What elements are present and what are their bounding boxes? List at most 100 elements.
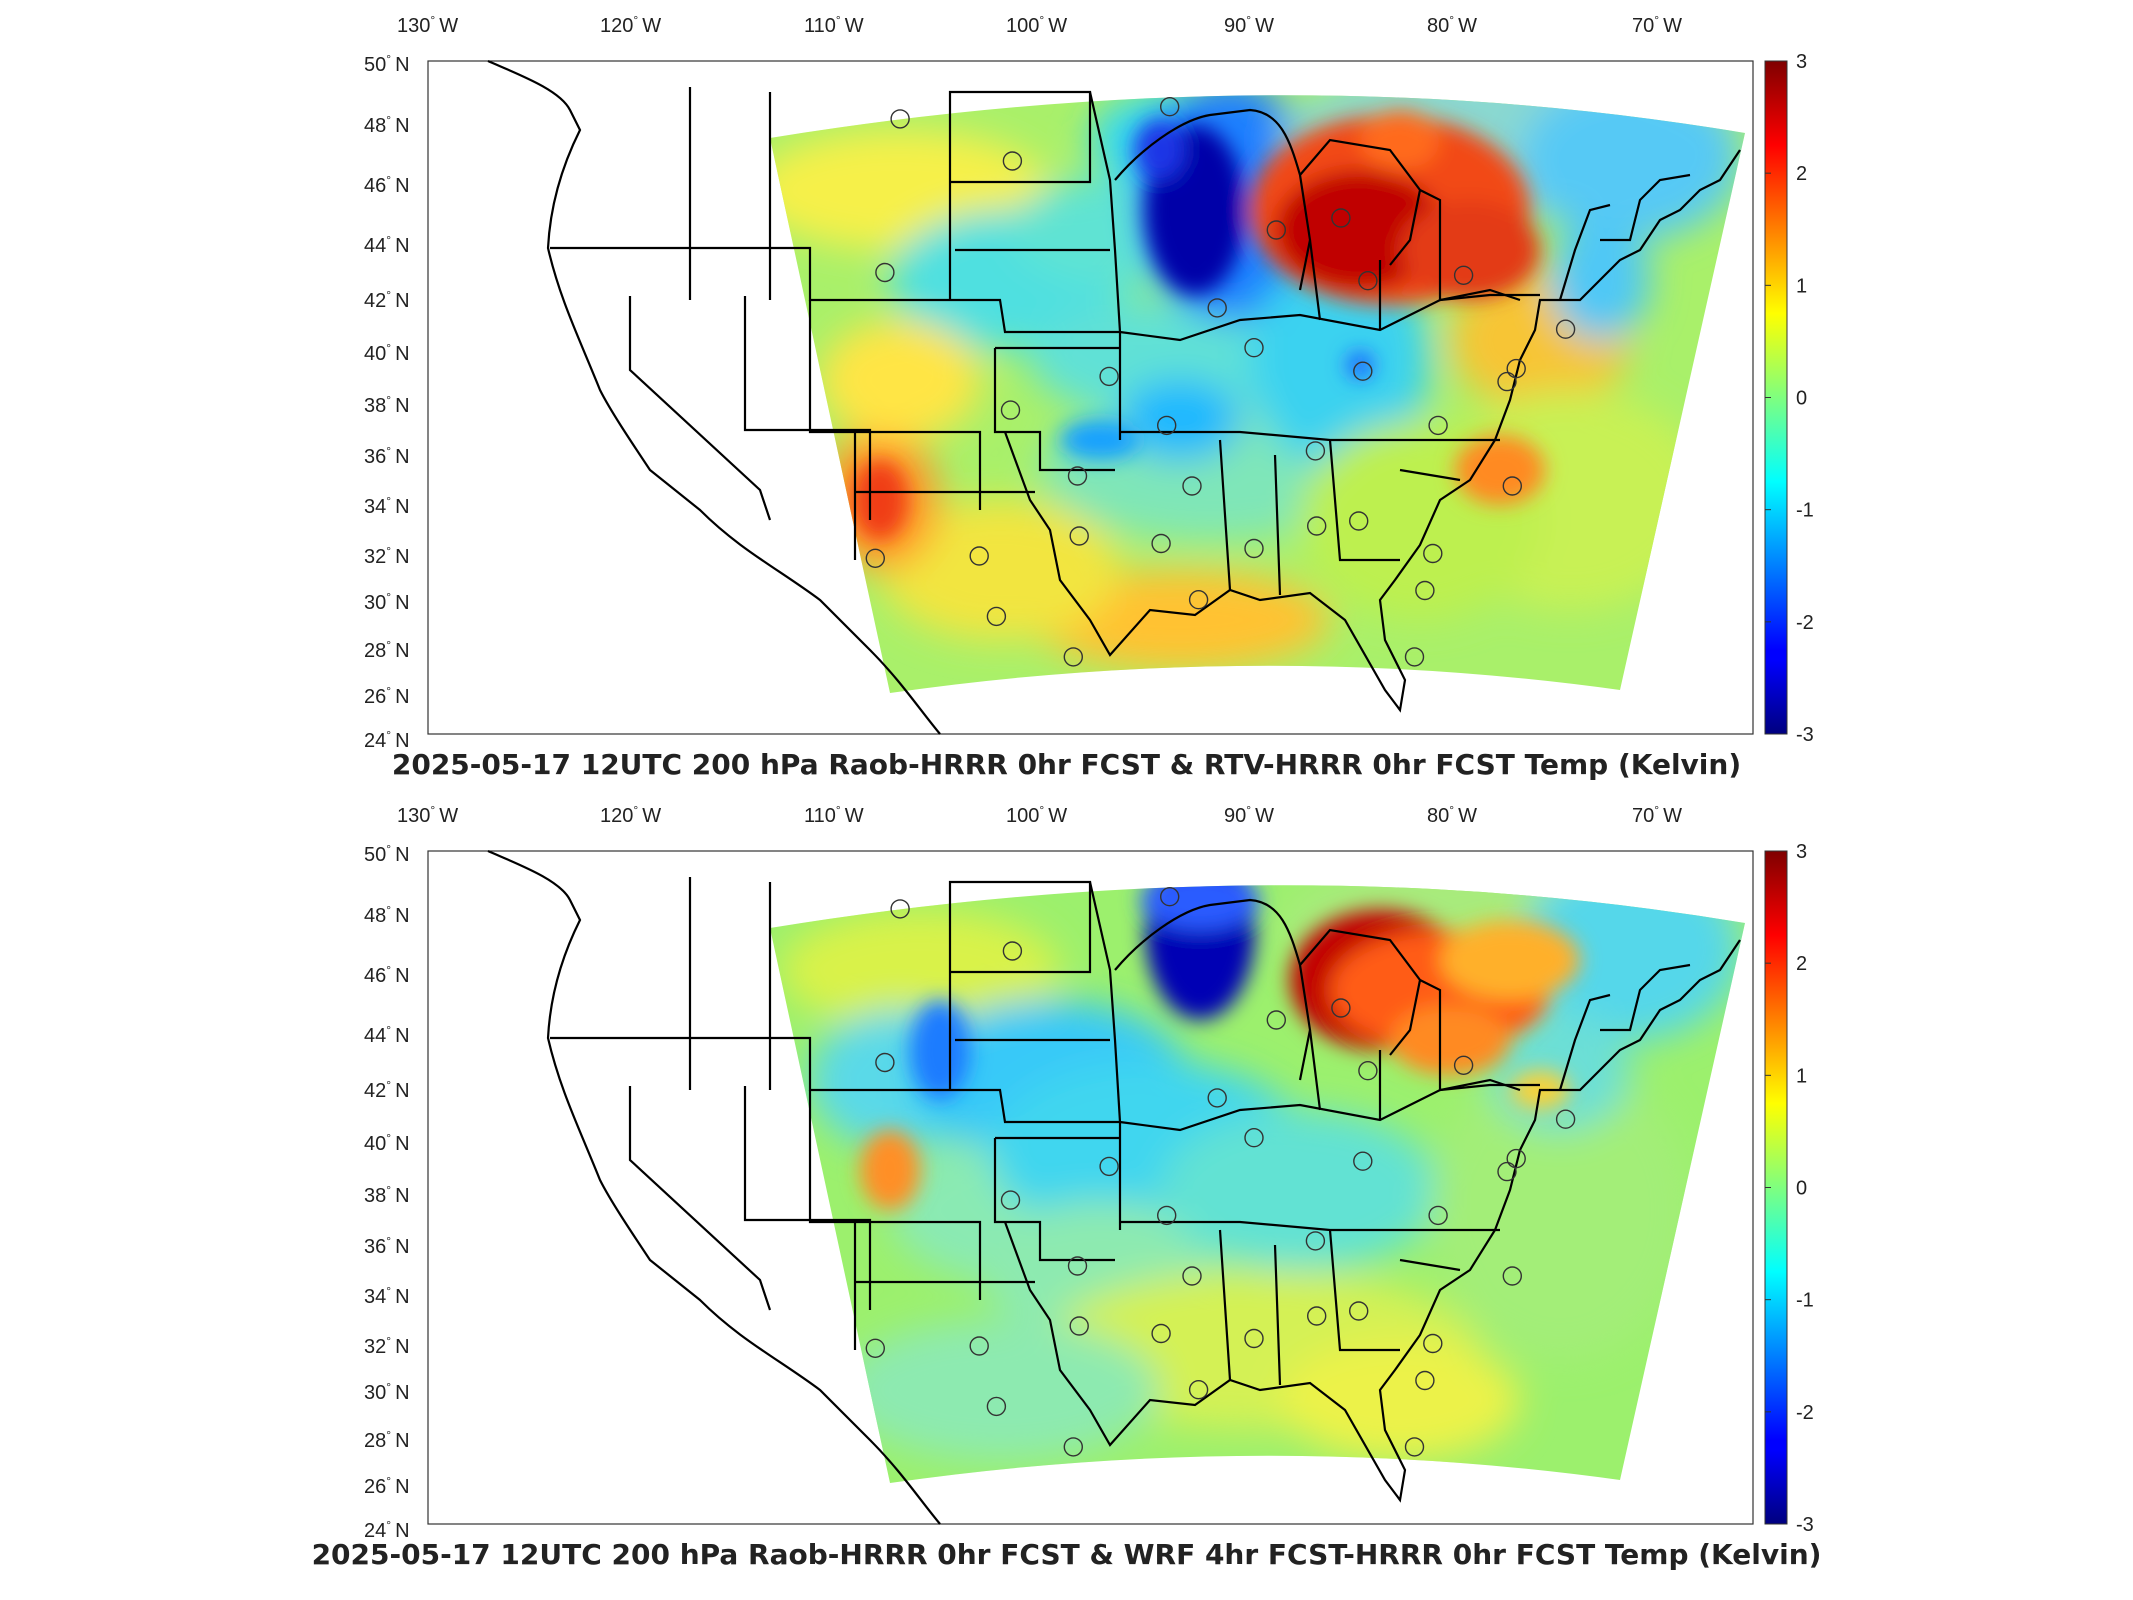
colorbar-tick-label: 3 xyxy=(1796,841,1807,863)
raob-station-marker xyxy=(1502,476,1523,496)
lat-tick-label: 34° N xyxy=(364,494,410,518)
lon-tick-label: 70° W xyxy=(1632,803,1682,827)
lat-tick-label: 44° N xyxy=(364,233,410,257)
lat-tick-label: 42° N xyxy=(364,1078,410,1102)
raob-station-marker xyxy=(1506,1148,1526,1169)
lon-ticks-top: 130° W 120° W 110° W 100° W 90° W 80° W 70° W xyxy=(397,13,1682,37)
raob-station-marker xyxy=(1207,1088,1227,1108)
lat-tick-label: 46° N xyxy=(364,963,410,987)
lat-tick-label: 48° N xyxy=(364,113,410,137)
raob-station-marker xyxy=(1069,1316,1089,1336)
lat-tick-label: 32° N xyxy=(364,544,410,568)
raob-station-marker xyxy=(1497,1161,1517,1182)
raob-station-marker xyxy=(1099,366,1119,387)
raob-station-marker xyxy=(865,1338,885,1358)
lat-tick-label: 30° N xyxy=(364,1380,410,1404)
colorbar-tick-label: 2 xyxy=(1796,163,1807,185)
lon-tick-label: 110° W xyxy=(804,13,864,37)
raob-station-marker xyxy=(1182,1266,1202,1286)
raob-station-marker xyxy=(1151,533,1171,554)
raob-station-marker xyxy=(986,606,1007,627)
raob-station-marker xyxy=(1063,647,1084,667)
colorbar-tick-label: -2 xyxy=(1796,1402,1814,1424)
colorbar-tick-label: -3 xyxy=(1796,1514,1814,1536)
raob-station-marker xyxy=(1353,361,1373,381)
colorbar-tick-label: 1 xyxy=(1796,275,1807,297)
raob-station-marker xyxy=(969,546,989,566)
colorbar-tick-label: 3 xyxy=(1796,51,1807,73)
raob-station-marker xyxy=(1207,298,1227,318)
raob-station-marker xyxy=(1244,1128,1264,1148)
lon-tick-label: 130° W xyxy=(397,803,458,827)
raob-station-marker xyxy=(1069,526,1089,546)
raob-station-marker xyxy=(1099,1156,1119,1177)
map-panel-bottom: 3 2 1 0 -1 -2 -3 130° W 120° W 110° W 100° W 90° W 80° W 7… xyxy=(0,790,2133,1580)
raob-station-marker xyxy=(1453,265,1474,285)
lon-tick-label: 100° W xyxy=(1006,13,1067,37)
lat-tick-label: 46° N xyxy=(364,173,410,197)
temperature-difference-field-top xyxy=(770,95,1745,693)
lat-tick-label: 24° N xyxy=(364,1518,410,1542)
colorbar-tick-label: -1 xyxy=(1796,1290,1814,1312)
raob-station-marker xyxy=(1331,208,1351,228)
lat-tick-label: 40° N xyxy=(364,341,410,365)
lon-tick-label: 80° W xyxy=(1427,803,1477,827)
lat-tick-label: 44° N xyxy=(364,1023,410,1047)
lat-tick-label: 38° N xyxy=(364,1183,410,1207)
lat-tick-label: 42° N xyxy=(364,288,410,312)
raob-station-marker xyxy=(1305,441,1326,461)
raob-station-marker xyxy=(1151,1323,1171,1344)
raob-station-marker xyxy=(890,109,910,129)
lon-ticks-bottom: 130° W 120° W 110° W 100° W 90° W 80° W 70° W xyxy=(397,803,1682,827)
raob-station-marker xyxy=(1182,476,1202,496)
lat-tick-label: 28° N xyxy=(364,1428,410,1452)
raob-station-marker xyxy=(1244,538,1264,559)
raob-stations-bottom xyxy=(865,886,1576,1457)
raob-station-marker xyxy=(1002,941,1023,961)
lat-ticks-bottom: 50° N 48° N 46° N 44° N 42° N 40° N 38° N 36° N 34° N 32° N… xyxy=(364,842,410,1542)
raob-station-marker xyxy=(1555,319,1576,339)
lat-tick-label: 26° N xyxy=(364,1474,410,1498)
colorbar-tick-label: -1 xyxy=(1796,500,1814,522)
raob-station-marker xyxy=(1502,1266,1523,1286)
raob-station-marker xyxy=(865,548,885,568)
panel-title-top: 2025-05-17 12UTC 200 hPa Raob-HRRR 0hr F… xyxy=(391,748,1742,781)
colorbar-tick-label: 2 xyxy=(1796,953,1807,975)
map-panel-top: 3 2 1 0 -1 -2 -3 130° W 120° W 110° W 100° W 90° W 80° W 7… xyxy=(0,0,2133,790)
raob-station-marker xyxy=(1423,1333,1443,1354)
raob-station-marker xyxy=(969,1336,989,1356)
lon-tick-label: 80° W xyxy=(1427,13,1477,37)
raob-station-marker xyxy=(1353,1151,1373,1171)
map-figure-bottom: 3 2 1 0 -1 -2 -3 130° W 120° W 110° W 100° W 90° W 80° W 7… xyxy=(364,803,1814,1542)
lat-tick-label: 34° N xyxy=(364,1284,410,1308)
raob-station-marker xyxy=(1159,886,1180,907)
lat-tick-label: 26° N xyxy=(364,684,410,708)
raob-station-marker xyxy=(890,899,910,919)
raob-station-marker xyxy=(875,1052,895,1073)
raob-station-marker xyxy=(1453,1055,1474,1075)
raob-station-marker xyxy=(1506,358,1526,379)
lon-tick-label: 120° W xyxy=(600,803,661,827)
colorbar-tick-label: -2 xyxy=(1796,612,1814,634)
lon-tick-label: 130° W xyxy=(397,13,458,37)
raob-station-marker xyxy=(1358,1061,1378,1081)
raob-station-marker xyxy=(1188,590,1209,610)
colorbar-tick-label: 1 xyxy=(1796,1065,1807,1087)
lon-tick-label: 100° W xyxy=(1006,803,1067,827)
raob-station-marker xyxy=(1404,647,1425,667)
lon-tick-label: 90° W xyxy=(1224,803,1274,827)
lat-tick-label: 40° N xyxy=(364,1131,410,1155)
raob-station-marker xyxy=(1000,400,1021,420)
raob-station-marker xyxy=(1244,1328,1264,1349)
lat-tick-label: 38° N xyxy=(364,393,410,417)
colorbar-ticks-bottom: 3 2 1 0 -1 -2 -3 xyxy=(1765,841,1814,1536)
raob-station-marker xyxy=(1428,1205,1448,1226)
raob-station-marker xyxy=(1428,415,1448,436)
raob-station-marker xyxy=(1415,1370,1435,1391)
lon-tick-label: 90° W xyxy=(1224,13,1274,37)
raob-station-marker xyxy=(1306,516,1327,536)
boundaries-bottom xyxy=(487,849,1741,1525)
lat-tick-label: 48° N xyxy=(364,903,410,927)
raob-station-marker xyxy=(1423,543,1443,564)
lat-ticks-top: 50° N 48° N 46° N 44° N 42° N 40° N 38° N 36° N 34° N 32° N… xyxy=(364,52,410,752)
